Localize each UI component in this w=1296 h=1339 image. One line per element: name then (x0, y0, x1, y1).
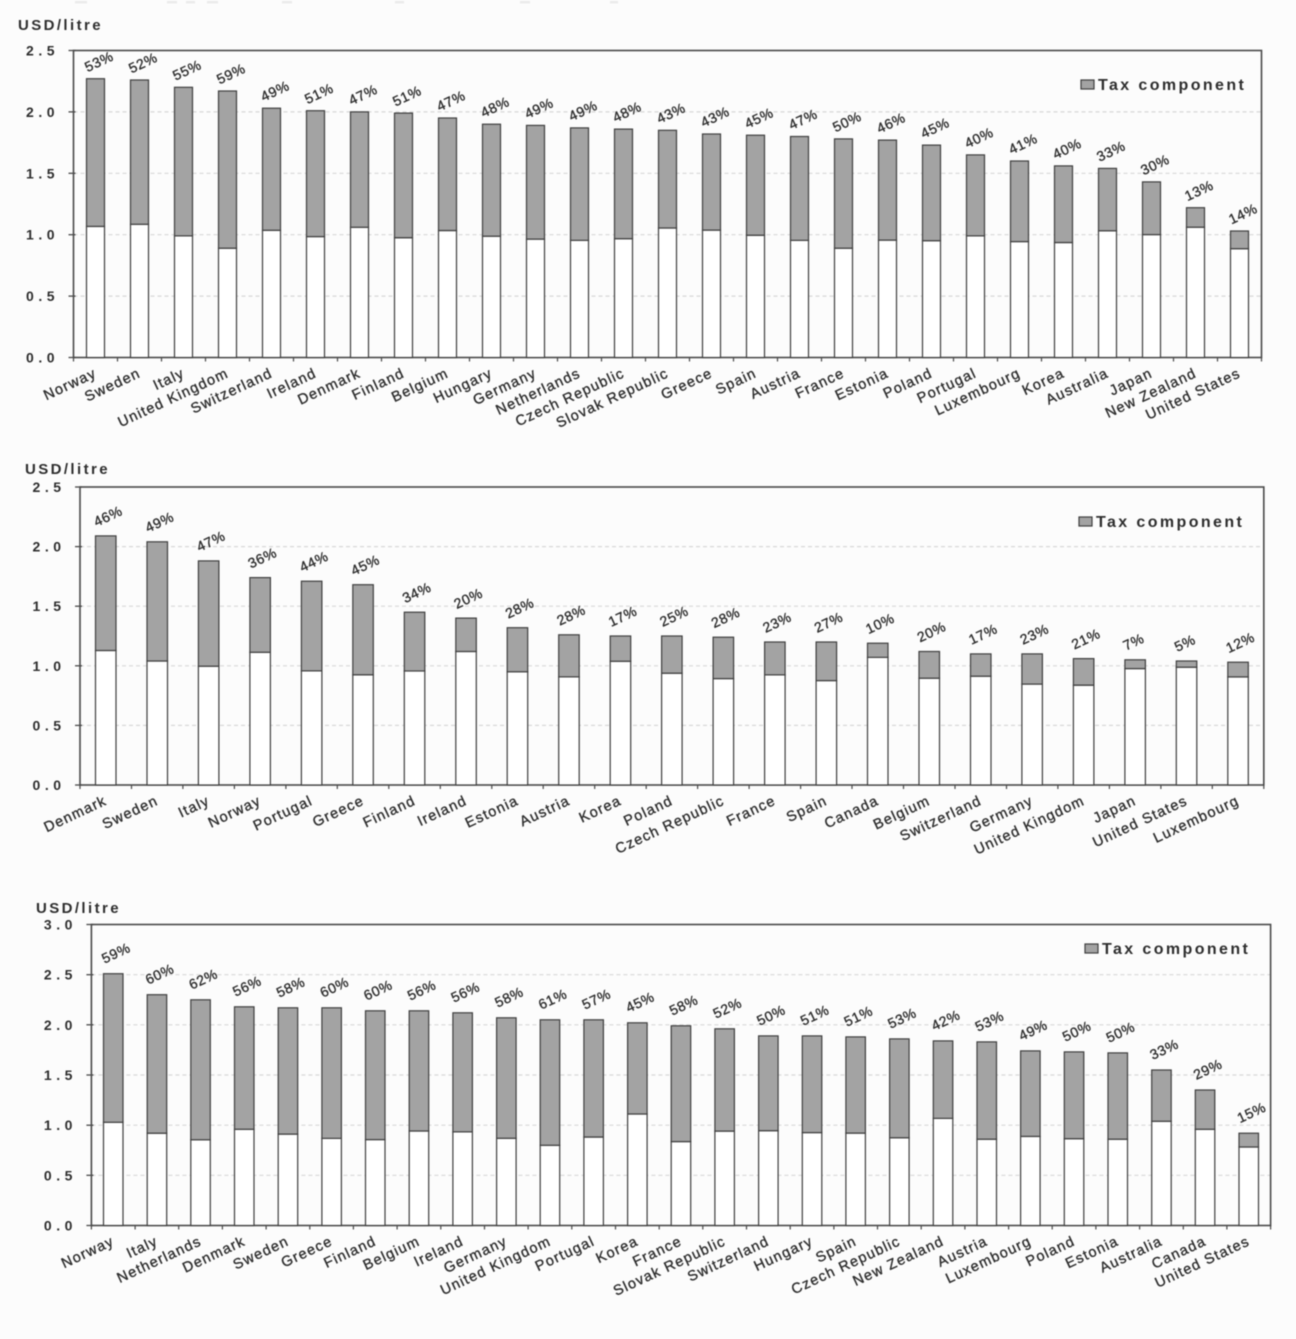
svg-text:0.5: 0.5 (44, 1167, 77, 1183)
svg-text:2.5: 2.5 (26, 43, 59, 59)
svg-text:0.0: 0.0 (44, 1218, 77, 1234)
svg-text:2.5: 2.5 (33, 479, 66, 495)
svg-text:0.5: 0.5 (33, 717, 66, 733)
svg-text:1.5: 1.5 (26, 165, 59, 181)
svg-text:2.5: 2.5 (44, 967, 77, 983)
svg-text:0.0: 0.0 (33, 777, 66, 793)
svg-text:Tax component: Tax component (1098, 77, 1246, 94)
svg-text:2.0: 2.0 (26, 104, 59, 120)
svg-text:USD/litre: USD/litre (36, 900, 121, 917)
svg-text:1.0: 1.0 (33, 658, 66, 674)
svg-text:3.0: 3.0 (44, 917, 77, 933)
svg-text:1.0: 1.0 (44, 1117, 77, 1133)
svg-text:USD/litre: USD/litre (25, 461, 110, 478)
svg-text:Tax component: Tax component (1102, 941, 1250, 958)
svg-text:0.5: 0.5 (26, 288, 59, 304)
svg-text:2.0: 2.0 (33, 539, 66, 555)
svg-text:1.5: 1.5 (33, 598, 66, 614)
svg-text:1.0: 1.0 (26, 227, 59, 243)
svg-text:USD/litre: USD/litre (18, 17, 103, 34)
svg-text:Tax component: Tax component (1096, 514, 1244, 531)
svg-text:1.5: 1.5 (44, 1067, 77, 1083)
svg-text:0.0: 0.0 (26, 350, 59, 366)
svg-text:2.0: 2.0 (44, 1017, 77, 1033)
